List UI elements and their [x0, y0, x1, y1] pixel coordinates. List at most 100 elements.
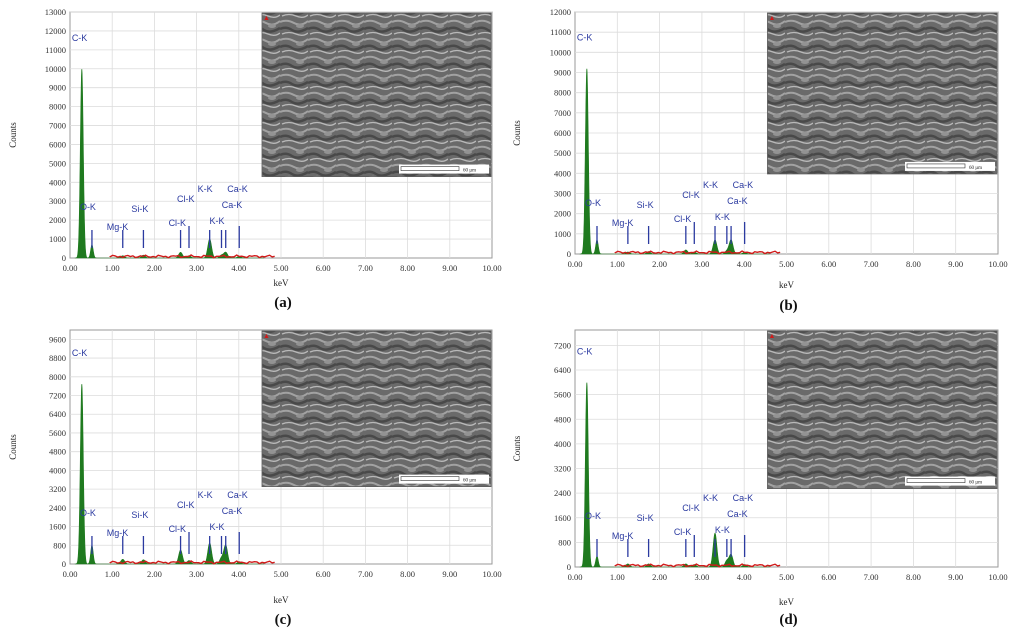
peak-label: Cl-K	[169, 524, 187, 534]
inset-marker: ▲	[768, 14, 775, 22]
panel-caption: (c)	[275, 612, 292, 628]
scale-bar-label: 60 µm	[463, 479, 476, 484]
x-tick-label: 1.00	[105, 263, 120, 273]
y-tick-label: 5600	[554, 390, 571, 400]
peak-label: Cl-K	[682, 503, 700, 513]
y-tick-label: 8000	[554, 88, 571, 98]
panel-b: 0 1000 2000 3000 4000 5000 6000 7000 8000 9000 100…	[505, 0, 1011, 318]
sem-overlay	[767, 331, 997, 489]
y-tick-label: 7000	[49, 121, 66, 131]
y-tick-label: 3200	[554, 464, 571, 474]
scale-bar	[400, 476, 460, 481]
sem-overlay	[262, 13, 491, 177]
y-tick-label: 4000	[554, 439, 571, 449]
peak-label: O-K	[585, 198, 601, 208]
x-tick-label: 6.00	[316, 263, 331, 273]
x-tick-label: 3.00	[189, 569, 204, 579]
background-baseline	[614, 250, 781, 255]
x-tick-label: 9.00	[442, 569, 457, 579]
y-tick-label: 10000	[45, 64, 66, 74]
x-tick-label: 2.00	[147, 263, 162, 273]
spectrum-area	[74, 69, 265, 259]
x-tick-label: 0.00	[63, 569, 78, 579]
y-tick-label: 4000	[554, 168, 571, 178]
y-tick-label: 9000	[554, 68, 571, 78]
peak-label-c-k: C-K	[72, 33, 88, 43]
x-tick-label: 10.00	[482, 263, 501, 273]
x-tick-label: 5.00	[779, 572, 794, 582]
x-tick-label: 5.00	[274, 569, 289, 579]
peak-label: Mg-K	[107, 222, 129, 232]
y-tick-label: 2400	[554, 488, 571, 498]
x-tick-label: 7.00	[864, 259, 879, 269]
peak-label: Cl-K	[682, 190, 700, 200]
y-tick-label: 2000	[554, 209, 571, 219]
peak-label: Ca-K	[222, 200, 243, 210]
spectrum-area	[74, 384, 265, 565]
inset-marker: ▲	[263, 14, 270, 22]
y-tick-label: 4800	[49, 447, 66, 457]
y-tick-label: 0	[567, 562, 571, 572]
y-tick-label: 13000	[45, 7, 66, 17]
peak-label: Cl-K	[177, 500, 195, 510]
x-tick-label: 8.00	[400, 263, 415, 273]
peak-label: Si-K	[131, 204, 148, 214]
y-axis-title: Counts	[8, 122, 18, 148]
scale-bar-label: 60 µm	[463, 169, 476, 174]
x-tick-label: 10.00	[988, 259, 1007, 269]
x-tick-label: 6.00	[316, 569, 331, 579]
y-tick-label: 7200	[554, 340, 571, 350]
x-tick-label: 2.00	[652, 259, 667, 269]
x-axis-title: keV	[274, 278, 289, 288]
y-tick-label: 7000	[554, 108, 571, 118]
y-tick-label: 9600	[49, 334, 66, 344]
x-tick-label: 8.00	[906, 259, 921, 269]
inset-marker: ▲	[263, 332, 270, 340]
peak-label: K-K	[198, 490, 213, 500]
sem-micrograph-inset	[767, 12, 998, 175]
scale-bar-label: 60 µm	[969, 481, 982, 486]
y-axis-title: Counts	[512, 435, 522, 461]
peak-label: Cl-K	[674, 527, 692, 537]
y-tick-label: 7200	[49, 391, 66, 401]
peak-label: Mg-K	[107, 528, 129, 538]
x-tick-label: 5.00	[274, 263, 289, 273]
panel-a: 0 1000 2000 3000 4000 5000 6000 7000 8000 9000 100…	[0, 0, 505, 318]
y-tick-label: 12000	[45, 26, 66, 36]
x-tick-label: 7.00	[358, 569, 373, 579]
peak-label: Ca-K	[733, 180, 754, 190]
sem-micrograph-inset	[261, 330, 492, 488]
y-tick-label: 3200	[49, 484, 66, 494]
peak-label: Ca-K	[727, 509, 748, 519]
y-tick-label: 6000	[554, 128, 571, 138]
eds-chart-d: 0 800 1600 2400 3200 4000 4800 5600 6400 7200 0.00…	[512, 329, 1008, 628]
y-tick-label: 6000	[49, 139, 66, 149]
peak-label: O-K	[80, 508, 96, 518]
panel-caption: (a)	[274, 295, 292, 311]
x-tick-label: 1.00	[105, 569, 120, 579]
x-tick-label: 3.00	[694, 572, 709, 582]
peak-label-c-k: C-K	[577, 32, 593, 42]
peak-label: Si-K	[637, 200, 654, 210]
y-tick-label: 11000	[45, 45, 66, 55]
y-tick-label: 0	[62, 559, 66, 569]
peak-label: Cl-K	[177, 194, 195, 204]
peak-label: Mg-K	[612, 218, 634, 228]
x-tick-label: 3.00	[189, 263, 204, 273]
x-tick-label: 9.00	[442, 263, 457, 273]
eds-chart-c: 0 800 1600 2400 3200 4000 4800 5600 6400 7200 8000…	[8, 329, 502, 628]
x-tick-label: 5.00	[779, 259, 794, 269]
x-tick-label: 8.00	[400, 569, 415, 579]
peak-label: K-K	[209, 216, 224, 226]
x-tick-label: 10.00	[988, 572, 1007, 582]
panel-c: 0 800 1600 2400 3200 4000 4800 5600 6400 7200 8000…	[0, 318, 505, 630]
y-tick-label: 10000	[550, 47, 571, 57]
x-tick-label: 7.00	[358, 263, 373, 273]
y-tick-label: 0	[567, 249, 571, 259]
y-tick-label: 6400	[554, 365, 571, 375]
x-axis-title: keV	[779, 280, 794, 290]
x-axis-title: keV	[274, 595, 289, 605]
y-tick-label: 8800	[49, 353, 66, 363]
x-tick-label: 4.00	[737, 259, 752, 269]
y-axis-title: Counts	[8, 434, 18, 460]
